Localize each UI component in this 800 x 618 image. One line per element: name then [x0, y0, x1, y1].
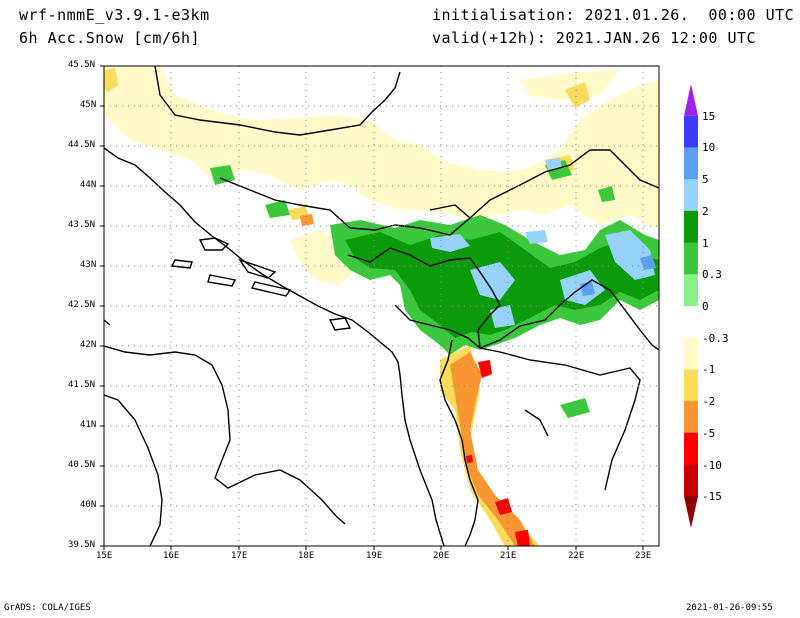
lon-tick-label: 22E	[568, 551, 585, 561]
lat-tick-label: 41N	[80, 420, 97, 430]
legend-swatch	[684, 84, 698, 116]
lat-tick-label: 40.5N	[68, 460, 96, 470]
legend-swatch	[684, 432, 698, 466]
lat-tick-label: 43.5N	[68, 220, 96, 230]
lon-tick-label: 19E	[366, 551, 383, 561]
lon-tick-label: 16E	[163, 551, 180, 561]
legend-swatch	[684, 401, 698, 434]
lat-tick-label: 43N	[80, 260, 97, 270]
legend-label: 0.3	[702, 268, 722, 282]
lat-tick-label: 42.5N	[68, 300, 96, 310]
legend-label: -5	[702, 426, 716, 440]
footer-credit: GrADS: COLA/IGES	[4, 603, 91, 613]
lat-tick-label: 42N	[80, 340, 97, 350]
legend-swatch	[684, 337, 698, 370]
lon-tick-label: 18E	[298, 551, 315, 561]
legend-swatch	[684, 210, 698, 244]
lon-tick-label: 20E	[433, 551, 450, 561]
lon-tick-label: 15E	[96, 551, 113, 561]
legend-label: 0	[702, 300, 709, 313]
lat-tick-label: 41.5N	[68, 380, 96, 390]
legend-swatch	[684, 115, 698, 148]
lat-tick-label: 44N	[80, 180, 97, 190]
lon-tick-label: 23E	[635, 551, 652, 561]
field-title: 6h Acc.Snow [cm/6h]	[19, 29, 201, 47]
legend-label: 2	[702, 204, 709, 218]
borders	[154, 66, 659, 546]
legend-label: -2	[702, 395, 716, 409]
lon-tick-label: 17E	[231, 551, 248, 561]
legend-label: -15	[702, 490, 722, 504]
lat-tick-label: 39.5N	[68, 540, 96, 550]
legend-swatch	[684, 242, 698, 275]
legend-colorbar	[684, 84, 698, 528]
legend-label: -1	[702, 363, 716, 377]
lat-tick-label: 44.5N	[68, 140, 96, 150]
snow-heavy-region	[430, 158, 655, 328]
axis-ticks	[100, 65, 644, 550]
legend-label: 5	[702, 173, 709, 187]
legend-label: 10	[702, 141, 716, 155]
legend-label: -10	[702, 458, 722, 472]
legend-swatch	[684, 274, 698, 307]
legend-swatch	[684, 464, 698, 497]
legend-swatch	[684, 147, 698, 180]
lon-tick-label: 21E	[500, 551, 517, 561]
graticule	[104, 66, 659, 546]
legend-label: 15	[702, 109, 716, 123]
legend-label: 1	[702, 236, 709, 250]
footer-timestamp: 2021-01-26-09:55	[686, 603, 773, 613]
lat-tick-label: 40N	[80, 500, 97, 510]
snow-field	[104, 66, 659, 546]
coastlines	[104, 147, 445, 546]
legend-swatch	[684, 306, 698, 339]
legend-swatch	[684, 496, 698, 528]
legend-swatch	[684, 369, 698, 402]
init-time: initialisation: 2021.01.26. 00:00 UTC	[432, 6, 795, 24]
melt-very-strong-region	[466, 360, 530, 546]
lat-tick-label: 45N	[80, 100, 97, 110]
lat-tick-label: 45.5N	[68, 60, 96, 70]
model-title: wrf-nmmE_v3.9.1-e3km	[19, 6, 210, 24]
legend-label: -0.3	[702, 331, 729, 345]
valid-time: valid(+12h): 2021.JAN.26 12:00 UTC	[432, 29, 757, 47]
legend-swatch	[684, 179, 698, 212]
